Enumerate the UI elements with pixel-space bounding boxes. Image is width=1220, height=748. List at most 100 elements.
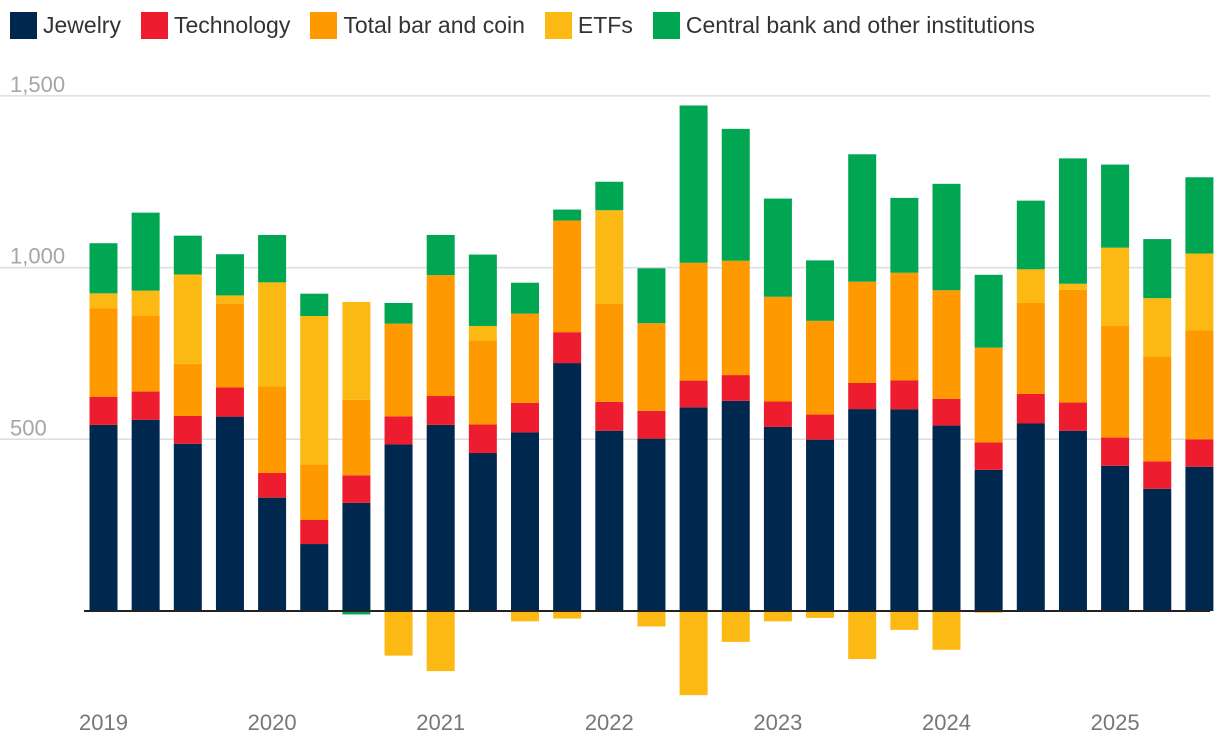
bar-segment-central-bank-and-other-institutions[interactable] bbox=[384, 302, 413, 324]
bar-segment-etfs[interactable] bbox=[468, 325, 497, 341]
bar-segment-total-bar-and-coin[interactable] bbox=[848, 281, 877, 383]
bar-segment-etfs[interactable] bbox=[679, 611, 708, 696]
bar-segment-central-bank-and-other-institutions[interactable] bbox=[679, 105, 708, 263]
bar-segment-technology[interactable] bbox=[342, 475, 371, 503]
bar-segment-etfs[interactable] bbox=[806, 611, 835, 618]
bar-segment-jewelry[interactable] bbox=[848, 409, 877, 611]
bar-segment-total-bar-and-coin[interactable] bbox=[553, 220, 582, 333]
bar-segment-jewelry[interactable] bbox=[131, 419, 160, 611]
bar-segment-central-bank-and-other-institutions[interactable] bbox=[932, 183, 961, 291]
bar-segment-etfs[interactable] bbox=[215, 295, 244, 304]
bar-segment-total-bar-and-coin[interactable] bbox=[932, 290, 961, 399]
bar-segment-central-bank-and-other-institutions[interactable] bbox=[1058, 158, 1087, 284]
bar-segment-technology[interactable] bbox=[763, 401, 792, 427]
bar-segment-technology[interactable] bbox=[131, 391, 160, 420]
bar-segment-jewelry[interactable] bbox=[173, 443, 202, 611]
bar-segment-etfs[interactable] bbox=[131, 290, 160, 317]
bar-segment-total-bar-and-coin[interactable] bbox=[384, 323, 413, 417]
bar-segment-central-bank-and-other-institutions[interactable] bbox=[215, 254, 244, 296]
bar-segment-etfs[interactable] bbox=[1101, 247, 1130, 326]
bar-segment-central-bank-and-other-institutions[interactable] bbox=[721, 128, 750, 261]
bar-segment-etfs[interactable] bbox=[384, 611, 413, 656]
bar-segment-total-bar-and-coin[interactable] bbox=[342, 399, 371, 476]
bar-segment-technology[interactable] bbox=[553, 332, 582, 364]
bar-segment-etfs[interactable] bbox=[1185, 253, 1214, 331]
bar-segment-total-bar-and-coin[interactable] bbox=[89, 308, 118, 397]
bar-segment-etfs[interactable] bbox=[1016, 269, 1045, 303]
bar-segment-total-bar-and-coin[interactable] bbox=[974, 347, 1003, 443]
bar-segment-total-bar-and-coin[interactable] bbox=[173, 363, 202, 416]
bar-segment-etfs[interactable] bbox=[511, 611, 539, 622]
bar-segment-central-bank-and-other-institutions[interactable] bbox=[763, 198, 792, 297]
bar-segment-total-bar-and-coin[interactable] bbox=[890, 272, 919, 381]
bar-segment-total-bar-and-coin[interactable] bbox=[511, 313, 539, 403]
bar-segment-total-bar-and-coin[interactable] bbox=[300, 464, 329, 520]
bar-segment-total-bar-and-coin[interactable] bbox=[258, 386, 287, 473]
bar-segment-jewelry[interactable] bbox=[511, 432, 539, 611]
bar-segment-central-bank-and-other-institutions[interactable] bbox=[637, 268, 666, 324]
legend-item-etfs[interactable]: ETFs bbox=[544, 11, 633, 39]
bar-segment-central-bank-and-other-institutions[interactable] bbox=[468, 254, 497, 326]
bar-segment-total-bar-and-coin[interactable] bbox=[426, 275, 455, 397]
bar-segment-technology[interactable] bbox=[1058, 402, 1087, 431]
bar-segment-total-bar-and-coin[interactable] bbox=[131, 316, 160, 392]
bar-segment-central-bank-and-other-institutions[interactable] bbox=[553, 209, 582, 221]
bar-segment-total-bar-and-coin[interactable] bbox=[679, 262, 708, 381]
bar-segment-jewelry[interactable] bbox=[1058, 430, 1087, 611]
bar-segment-jewelry[interactable] bbox=[89, 424, 118, 611]
bar-segment-etfs[interactable] bbox=[1143, 298, 1172, 357]
bar-segment-etfs[interactable] bbox=[300, 316, 329, 465]
bar-segment-jewelry[interactable] bbox=[679, 407, 708, 611]
bar-segment-technology[interactable] bbox=[89, 396, 118, 425]
bar-segment-jewelry[interactable] bbox=[890, 409, 919, 611]
bar-segment-total-bar-and-coin[interactable] bbox=[1101, 325, 1130, 438]
bar-segment-technology[interactable] bbox=[1143, 461, 1172, 489]
bar-segment-jewelry[interactable] bbox=[553, 363, 582, 611]
bar-segment-technology[interactable] bbox=[1016, 393, 1045, 424]
bar-segment-jewelry[interactable] bbox=[300, 544, 329, 611]
bar-segment-total-bar-and-coin[interactable] bbox=[806, 320, 835, 415]
bar-segment-jewelry[interactable] bbox=[932, 425, 961, 611]
bar-segment-total-bar-and-coin[interactable] bbox=[1058, 289, 1087, 403]
bar-segment-total-bar-and-coin[interactable] bbox=[595, 304, 624, 402]
bar-segment-technology[interactable] bbox=[426, 396, 455, 425]
bar-segment-technology[interactable] bbox=[468, 424, 497, 454]
bar-segment-total-bar-and-coin[interactable] bbox=[1016, 302, 1045, 394]
bar-segment-central-bank-and-other-institutions[interactable] bbox=[1185, 177, 1214, 254]
legend-item-jewelry[interactable]: Jewelry bbox=[10, 11, 121, 39]
legend-item-technology[interactable]: Technology bbox=[140, 11, 290, 39]
bar-segment-total-bar-and-coin[interactable] bbox=[468, 340, 497, 425]
bar-segment-technology[interactable] bbox=[974, 442, 1003, 470]
bar-segment-technology[interactable] bbox=[890, 380, 919, 410]
bar-segment-central-bank-and-other-institutions[interactable] bbox=[848, 154, 877, 282]
bar-segment-jewelry[interactable] bbox=[806, 439, 835, 611]
bar-segment-central-bank-and-other-institutions[interactable] bbox=[595, 181, 624, 211]
bar-segment-central-bank-and-other-institutions[interactable] bbox=[1143, 239, 1172, 299]
bar-segment-jewelry[interactable] bbox=[974, 469, 1003, 611]
bar-segment-total-bar-and-coin[interactable] bbox=[763, 296, 792, 402]
bar-segment-central-bank-and-other-institutions[interactable] bbox=[1016, 200, 1045, 270]
bar-segment-technology[interactable] bbox=[595, 401, 624, 431]
bar-segment-etfs[interactable] bbox=[173, 274, 202, 364]
bar-segment-etfs[interactable] bbox=[637, 611, 666, 627]
bar-segment-etfs[interactable] bbox=[848, 611, 877, 660]
bar-segment-technology[interactable] bbox=[300, 519, 329, 545]
bar-segment-central-bank-and-other-institutions[interactable] bbox=[1101, 164, 1130, 248]
bar-segment-jewelry[interactable] bbox=[258, 497, 287, 611]
bar-segment-jewelry[interactable] bbox=[1185, 466, 1214, 611]
bar-segment-central-bank-and-other-institutions[interactable] bbox=[426, 234, 455, 276]
bar-segment-jewelry[interactable] bbox=[426, 424, 455, 611]
bar-segment-etfs[interactable] bbox=[89, 293, 118, 309]
bar-segment-etfs[interactable] bbox=[890, 611, 919, 630]
bar-segment-etfs[interactable] bbox=[342, 301, 371, 400]
bar-segment-technology[interactable] bbox=[637, 410, 666, 439]
bar-segment-total-bar-and-coin[interactable] bbox=[721, 260, 750, 376]
bar-segment-etfs[interactable] bbox=[595, 210, 624, 305]
bar-segment-jewelry[interactable] bbox=[1016, 423, 1045, 611]
bar-segment-central-bank-and-other-institutions[interactable] bbox=[890, 197, 919, 273]
bar-segment-jewelry[interactable] bbox=[468, 453, 497, 611]
legend-item-bar-and-coin[interactable]: Total bar and coin bbox=[310, 11, 525, 39]
bar-segment-technology[interactable] bbox=[173, 415, 202, 444]
bar-segment-central-bank-and-other-institutions[interactable] bbox=[89, 243, 118, 294]
bar-segment-etfs[interactable] bbox=[426, 611, 455, 672]
